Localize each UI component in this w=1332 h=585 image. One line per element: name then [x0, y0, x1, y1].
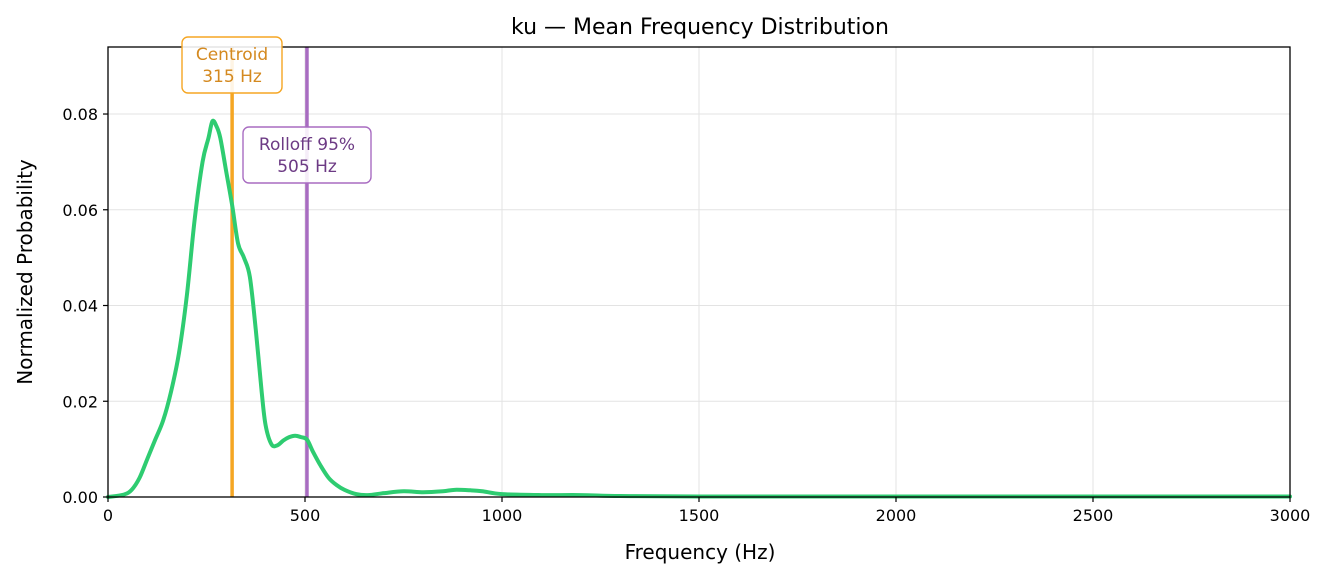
rolloff-annotation-box	[242, 126, 372, 184]
chart-title: ku — Mean Frequency Distribution	[511, 15, 889, 40]
x-tick-label: 1000	[482, 506, 523, 525]
centroid-annotation-box	[181, 36, 283, 94]
y-tick-label: 0.00	[62, 488, 98, 507]
x-tick-label: 0	[103, 506, 113, 525]
centroid-annotation-text: Centroid	[196, 45, 268, 65]
x-tick-label: 1500	[679, 506, 720, 525]
y-tick-label: 0.06	[62, 201, 98, 220]
annotation-lines	[230, 47, 309, 497]
frequency-distribution-line	[106, 118, 1292, 499]
y-tick-label: 0.08	[62, 105, 98, 124]
x-axis-title: Frequency (Hz)	[625, 540, 776, 564]
y-axis-title: Normalized Probability	[13, 159, 37, 385]
centroid-annotation-text: 315 Hz	[202, 67, 262, 87]
x-tick-label: 2000	[876, 506, 917, 525]
rolloff-annotation-text: 505 Hz	[277, 157, 337, 177]
series-layer	[106, 118, 1292, 499]
x-tick-label: 500	[290, 506, 321, 525]
grid	[107, 47, 1291, 498]
x-tick-label: 2500	[1073, 506, 1114, 525]
rolloff-annotation: Rolloff 95%505 Hz	[242, 126, 372, 184]
y-tick-label: 0.02	[62, 392, 98, 411]
rolloff-annotation-text: Rolloff 95%	[259, 135, 355, 155]
x-tick-label: 3000	[1270, 506, 1311, 525]
y-tick-label: 0.04	[62, 297, 98, 316]
ticks: 0 500 1000 1500 2000 2500 3000 0.00 0.02 0.04 0.06…	[62, 105, 1310, 525]
